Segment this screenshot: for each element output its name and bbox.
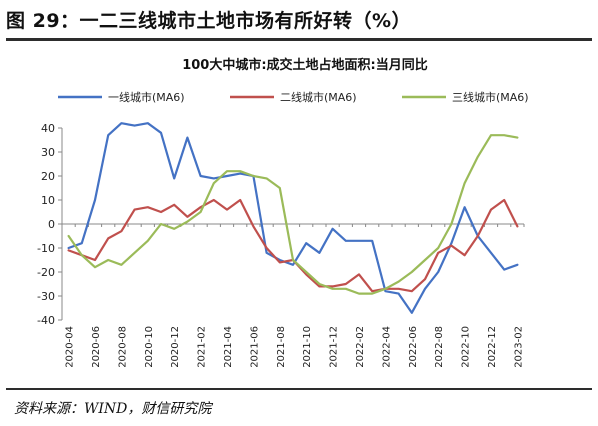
figure-title: 图 29：一二三线城市土地市场有所好转（%） — [6, 10, 412, 32]
x-tick-label: 2020-06 — [91, 326, 102, 368]
y-tick-label: 10 — [41, 194, 55, 207]
x-tick-label: 2022-08 — [434, 326, 445, 368]
x-tick-label: 2020-04 — [65, 326, 76, 368]
x-tick-label: 2022-10 — [461, 326, 472, 368]
legend: 一线城市(MA6) 二线城市(MA6) 三线城市(MA6) — [58, 90, 529, 104]
chart-title: 100大中城市:成交土地占地面积:当月同比 — [182, 57, 428, 73]
series-line-3 — [67, 134, 519, 295]
legend-label-3: 三线城市(MA6) — [452, 90, 529, 104]
y-tick-label: -10 — [37, 242, 55, 255]
axes: -40 -30 -20 -10 0 10 20 30 40 2020-04 2020-06 2020-… — [37, 122, 525, 368]
y-tick-label: -40 — [37, 314, 55, 327]
y-tick-label: -30 — [37, 290, 55, 303]
x-tick-label: 2021-12 — [329, 326, 340, 368]
legend-label-1: 一线城市(MA6) — [108, 90, 185, 104]
x-tick-label: 2021-06 — [249, 326, 260, 368]
x-tick-label: 2022-02 — [355, 326, 366, 368]
series-lines — [67, 122, 519, 314]
x-tick-label: 2022-12 — [487, 326, 498, 368]
x-tick-label: 2023-02 — [513, 326, 524, 368]
x-tick-label: 2021-04 — [223, 326, 234, 368]
series-line-1 — [67, 122, 519, 314]
x-tick-label: 2022-04 — [381, 326, 392, 368]
y-tick-label: 0 — [48, 218, 55, 231]
x-tick-label: 2020-12 — [170, 326, 181, 368]
y-tick-label: 30 — [41, 146, 55, 159]
series-line-2 — [67, 198, 519, 293]
top-rule — [6, 38, 592, 41]
bottom-rule — [6, 388, 592, 390]
x-tick-label: 2020-10 — [144, 326, 155, 368]
y-tick-label: 40 — [41, 122, 55, 135]
x-tick-label: 2021-02 — [197, 326, 208, 368]
x-tick-label: 2021-08 — [276, 326, 287, 368]
legend-label-2: 二线城市(MA6) — [280, 90, 357, 104]
y-tick-label: -20 — [37, 266, 55, 279]
x-tick-label: 2021-10 — [302, 326, 313, 368]
source-note: 资料来源：WIND，财信研究院 — [14, 401, 212, 417]
x-tick-label: 2022-06 — [408, 326, 419, 368]
x-tick-label: 2020-08 — [117, 326, 128, 368]
y-tick-label: 20 — [41, 170, 55, 183]
